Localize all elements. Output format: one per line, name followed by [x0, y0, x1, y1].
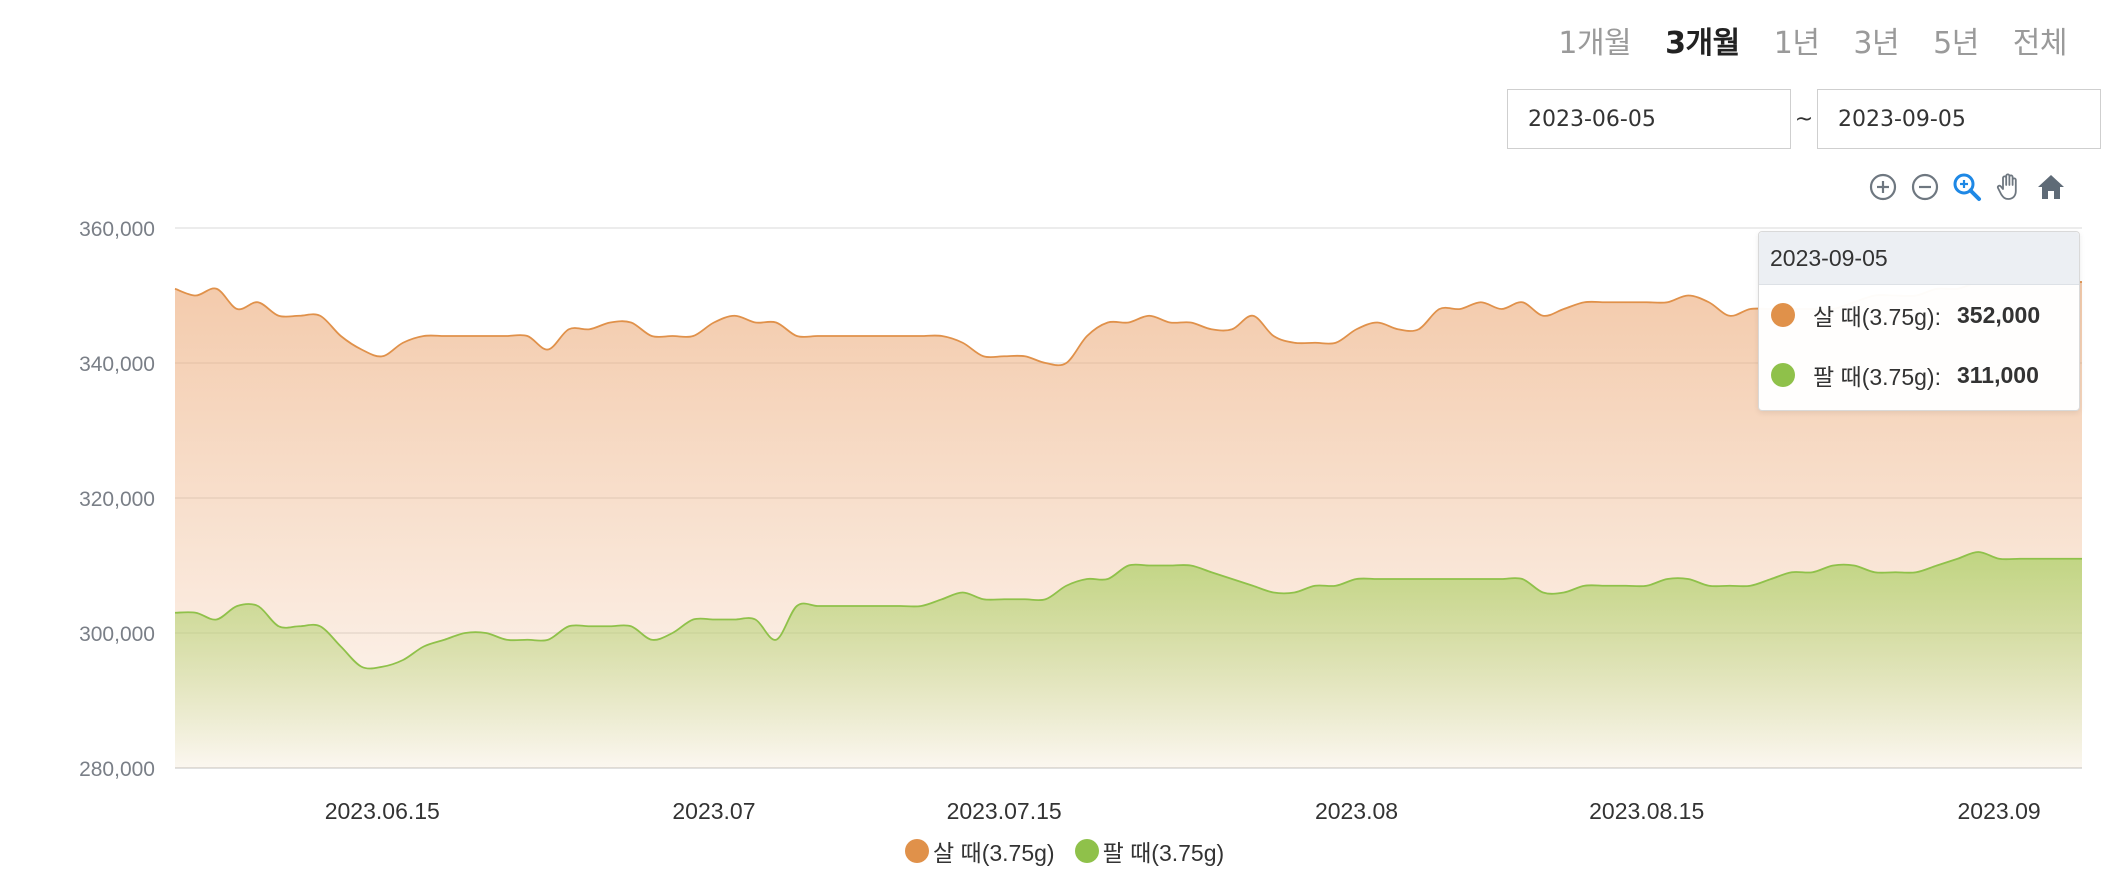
tab-5-years[interactable]: 5년	[1933, 26, 1979, 61]
tooltip-row-sell: 팔 때(3.75g): 311,000	[1759, 345, 2079, 405]
tab-1-month[interactable]: 1개월	[1558, 26, 1632, 61]
tooltip-sell-label: 팔 때(3.75g):	[1813, 364, 1941, 390]
tooltip-row-buy: 살 때(3.75g): 352,000	[1759, 285, 2079, 345]
selection-zoom-icon[interactable]	[1952, 172, 1982, 202]
tooltip-date: 2023-09-05	[1759, 232, 2079, 285]
y-tick-label: 360,000	[79, 218, 155, 241]
series-area-sell	[175, 552, 2082, 768]
tab-all[interactable]: 전체	[2012, 26, 2068, 61]
end-date-input[interactable]	[1817, 89, 2101, 149]
y-tick-label: 340,000	[79, 353, 155, 376]
x-tick-label: 2023.07	[672, 798, 755, 824]
zoom-in-icon[interactable]	[1868, 172, 1898, 202]
x-tick-label: 2023.06.15	[325, 798, 440, 824]
series-line-sell	[174, 551, 2082, 670]
legend-buy-label: 살 때(3.75g)	[933, 840, 1055, 866]
zoom-out-icon[interactable]	[1910, 172, 1940, 202]
tab-3-years[interactable]: 3년	[1853, 26, 1900, 61]
x-tick-label: 2023.09	[1958, 798, 2041, 824]
x-tick-label: 2023.08	[1315, 798, 1398, 824]
legend-item-sell[interactable]: 팔 때(3.75g)	[1074, 834, 1225, 868]
x-tick-label: 2023.07.15	[947, 798, 1062, 824]
date-range: ~	[1507, 89, 2101, 149]
tab-1-year[interactable]: 1년	[1773, 26, 1820, 61]
legend-sell-dot-icon	[1074, 839, 1099, 863]
x-tick-label: 2023.08.15	[1589, 798, 1704, 824]
tooltip-sell-value: 311,000	[1956, 361, 2039, 388]
tab-3-months[interactable]: 3개월	[1665, 26, 1740, 61]
data-tooltip: 2023-09-05 살 때(3.75g): 352,000 팔 때(3.75g…	[1758, 231, 2080, 411]
start-date-input[interactable]	[1507, 89, 1791, 149]
tooltip-buy-label: 살 때(3.75g):	[1813, 304, 1941, 330]
home-reset-icon[interactable]	[2036, 172, 2066, 202]
chart-legend: 살 때(3.75g) 팔 때(3.75g)	[905, 834, 1224, 868]
legend-sell-label: 팔 때(3.75g)	[1102, 840, 1225, 866]
buy-dot-icon	[1771, 303, 1795, 327]
tooltip-buy-value: 352,000	[1956, 301, 2041, 328]
y-tick-label: 300,000	[79, 623, 155, 646]
pan-hand-icon[interactable]	[1994, 172, 2024, 202]
y-tick-label: 280,000	[79, 758, 155, 781]
legend-buy-dot-icon	[905, 839, 929, 863]
sell-dot-icon	[1771, 363, 1795, 387]
date-range-separator: ~	[1794, 106, 1814, 132]
legend-item-buy[interactable]: 살 때(3.75g)	[905, 834, 1055, 868]
period-tabs: 1개월 3개월 1년 3년 5년 전체	[1541, 14, 2084, 66]
chart-toolbar	[1868, 172, 2066, 202]
y-tick-label: 320,000	[79, 488, 155, 511]
